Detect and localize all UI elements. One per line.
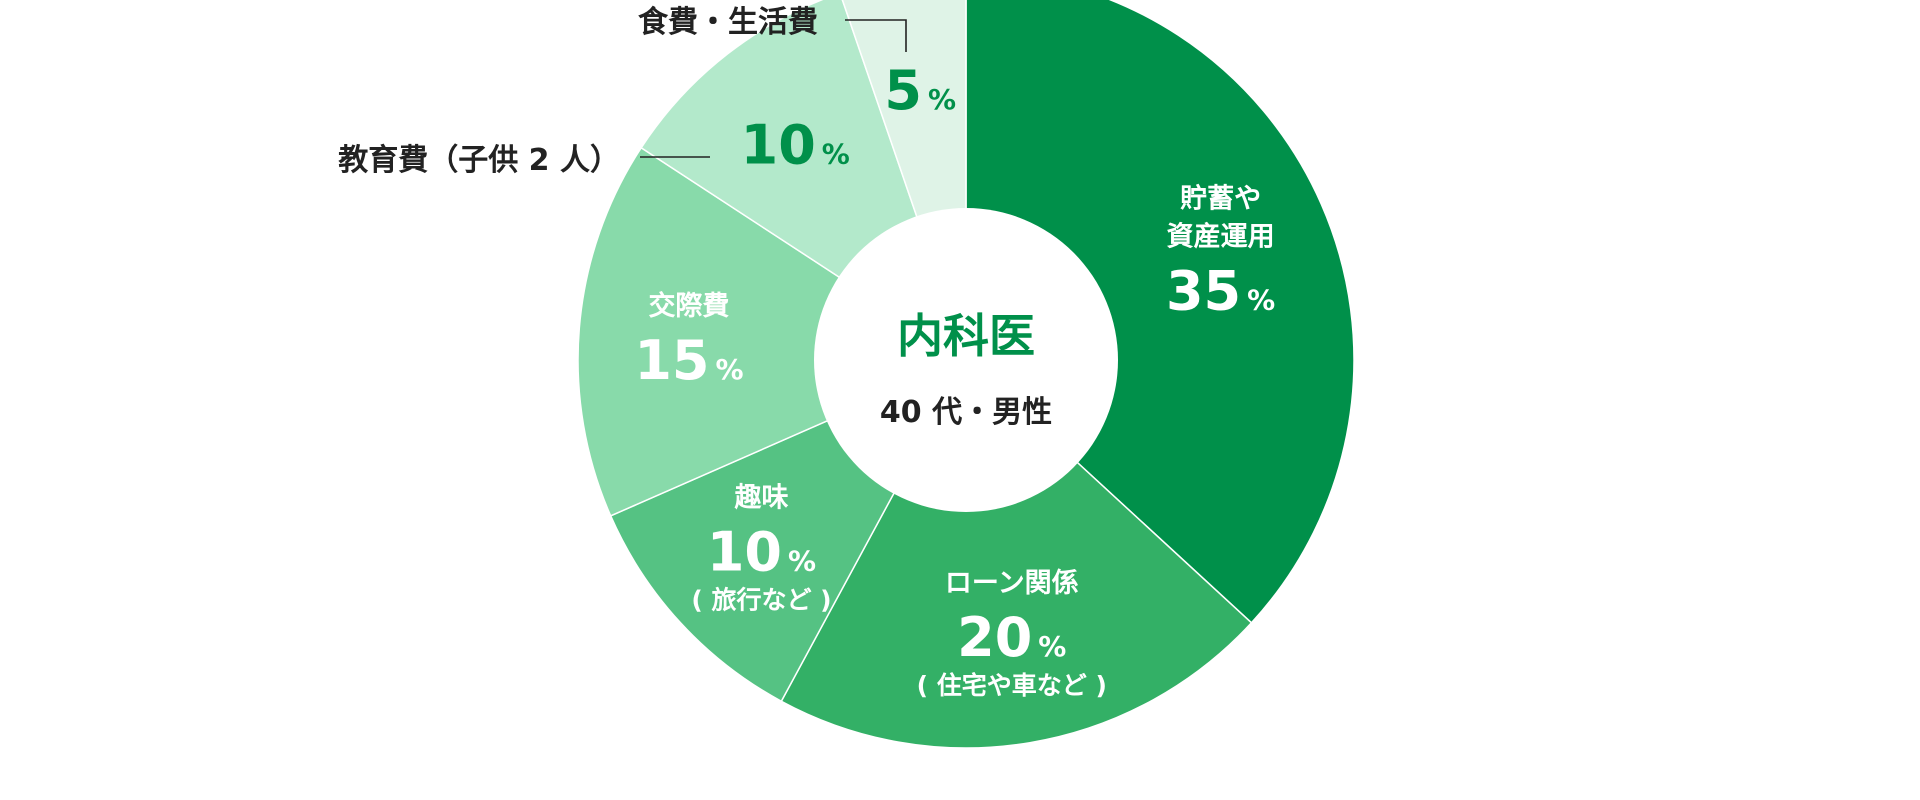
slice-label-0-0: 貯蓄や [1180, 183, 1261, 214]
slice-value-number-4: 10 [741, 114, 816, 177]
slice-value-number-5: 5 [884, 59, 922, 122]
slice-0 [965, 0, 1355, 624]
leader-line-5 [845, 19, 907, 52]
percent-sign-5: % [928, 83, 956, 116]
percent-sign-1: % [1038, 630, 1066, 663]
percent-sign-3: % [715, 353, 743, 386]
donut-hole [814, 208, 1118, 512]
slice-value-number-2: 10 [707, 520, 782, 583]
slice-label-1-0: ローン関係 [945, 568, 1079, 599]
slice-label-0-1: 資産運用 [1167, 220, 1275, 252]
slice-1 [780, 358, 1253, 749]
chart-title: 内科医 [897, 309, 1035, 363]
slice-value-number-3: 15 [634, 329, 709, 392]
slice-note-2: ( 旅行など ) [691, 585, 831, 614]
slice-value-2: 10% [707, 520, 816, 583]
slice-label-3-0: 交際費 [648, 290, 729, 322]
slice-value-number-1: 20 [957, 606, 1032, 669]
slice-value-3: 15% [634, 329, 743, 392]
slice-note-1: ( 住宅や車など ) [917, 671, 1107, 700]
slice-label-2-0: 趣味 [733, 482, 788, 513]
slice-value-0: 35% [1166, 259, 1275, 322]
outside-label-4: 教育費（子供 2 人） [338, 143, 620, 178]
slice-3 [577, 146, 968, 517]
outside-label-5: 食費・生活費 [638, 5, 818, 40]
percent-sign-2: % [788, 544, 816, 577]
slice-value-5: 5% [884, 59, 956, 122]
leader-lines-group: 教育費（子供 2 人） 食費・生活費 [338, 5, 907, 178]
percent-sign-4: % [822, 138, 850, 171]
slice-value-1: 20% [957, 606, 1066, 669]
percent-sign-0: % [1247, 283, 1275, 316]
slice-value-number-0: 35 [1166, 259, 1241, 322]
chart-subtitle: 40 代・男性 [880, 395, 1052, 430]
slice-value-4: 10% [741, 114, 850, 177]
